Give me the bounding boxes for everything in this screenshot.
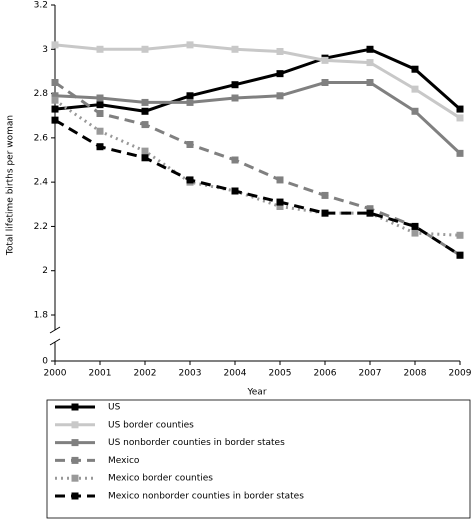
series-marker [96, 143, 104, 151]
legend-label: US border counties [108, 420, 194, 430]
series-marker [96, 45, 104, 53]
x-tick-label: 2006 [314, 369, 337, 379]
series-marker [231, 156, 239, 164]
legend-box [46, 399, 471, 519]
series-line [54, 81, 462, 155]
series-marker [231, 45, 239, 53]
series-line [54, 43, 461, 120]
legend-label: Mexico border counties [108, 474, 213, 484]
y-tick-label: 2.6 [34, 133, 49, 143]
series-marker [186, 176, 194, 184]
x-tick-label: 2002 [134, 369, 157, 379]
series-marker [96, 101, 104, 109]
series-marker [51, 92, 59, 100]
series-marker [276, 70, 284, 78]
series-marker [366, 79, 374, 86]
series-marker [51, 105, 59, 113]
x-tick-label: 2004 [224, 369, 247, 379]
series-marker [276, 92, 284, 100]
x-tick-label: 2001 [89, 369, 112, 379]
series-marker [96, 127, 104, 135]
series-marker [411, 222, 419, 230]
series-marker [51, 96, 59, 104]
legend-label: Mexico nonborder counties in border stat… [108, 492, 304, 502]
series-line [54, 98, 461, 237]
y-tick-label: 2.2 [34, 222, 48, 232]
series-marker [411, 85, 419, 93]
series-marker [456, 149, 464, 157]
series-marker [186, 141, 194, 148]
series-marker [231, 81, 239, 89]
series-marker [96, 110, 104, 117]
series-marker [141, 107, 149, 115]
series-marker [51, 79, 59, 86]
legend-label: US nonborder counties in border states [108, 438, 285, 448]
series-line [54, 118, 461, 257]
x-tick-label: 2000 [44, 369, 67, 379]
series-line [54, 47, 461, 113]
series-marker [321, 191, 329, 199]
y-tick-label: 2 [42, 266, 48, 276]
x-axis-label: Year [246, 388, 266, 398]
series-marker [141, 98, 149, 106]
series-marker [276, 176, 284, 184]
series-marker [96, 94, 104, 102]
series-marker [456, 251, 464, 259]
series-marker [276, 198, 284, 206]
y-tick-label: 2.8 [34, 89, 49, 99]
series-marker [366, 59, 374, 67]
legend-marker [71, 403, 79, 411]
series-marker [321, 79, 329, 86]
series-marker [411, 229, 419, 237]
series-marker [186, 92, 194, 100]
series-marker [186, 98, 194, 106]
series-marker [231, 94, 239, 102]
legend-marker [71, 421, 79, 429]
x-tick-label: 2009 [449, 369, 472, 379]
series-marker [456, 231, 464, 239]
axis-break [49, 326, 61, 334]
series-marker [186, 41, 194, 49]
y-tick-label: 1.8 [34, 311, 49, 321]
series-marker [141, 154, 149, 162]
x-tick-label: 2008 [404, 369, 427, 379]
x-tick-label: 2007 [359, 369, 382, 379]
series-marker [141, 121, 149, 129]
y-axis-label: Total lifetime births per woman [6, 115, 16, 256]
y-tick-label: 3 [42, 45, 48, 55]
series-marker [141, 147, 149, 155]
y-tick-label: 2.4 [34, 178, 49, 188]
legend-marker [71, 474, 79, 482]
x-tick-label: 2003 [179, 369, 202, 379]
series-marker [51, 116, 59, 124]
series-marker [276, 48, 284, 55]
series-marker [411, 107, 419, 115]
axis-break [49, 338, 61, 346]
series-marker [456, 105, 464, 113]
y-tick-label: 0 [42, 357, 48, 367]
legend-label: US [108, 403, 121, 413]
series-marker [231, 187, 239, 195]
series-marker [276, 203, 284, 210]
legend-marker [71, 492, 79, 500]
x-tick-label: 2005 [269, 369, 292, 379]
series-marker [321, 56, 329, 64]
series-marker [321, 209, 329, 217]
y-tick-label: 3.2 [34, 1, 48, 11]
legend-marker [71, 456, 79, 464]
series-marker [456, 114, 464, 122]
series-marker [366, 45, 374, 53]
series-marker [366, 205, 374, 213]
legend-marker [71, 439, 79, 447]
series-marker [411, 65, 419, 73]
series-marker [51, 41, 59, 49]
series-marker [366, 209, 374, 217]
legend-label: Mexico [108, 456, 140, 466]
series-marker [141, 45, 149, 53]
